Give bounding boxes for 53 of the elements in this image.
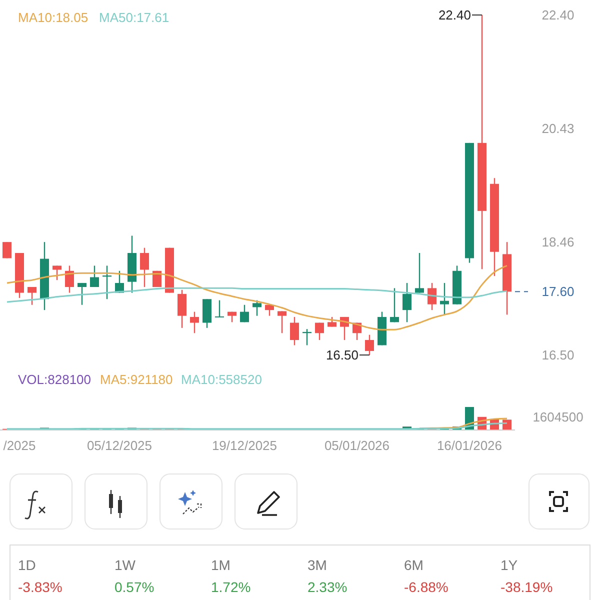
candlestick (190, 311, 199, 334)
category-label: 3M (308, 557, 327, 573)
candlestick (2, 241, 12, 259)
text: MA50:17.61 (99, 10, 170, 25)
category-label: 1W (114, 557, 136, 573)
candlestick (28, 286, 36, 306)
text: 0.57% (114, 579, 154, 595)
candlestick (52, 265, 62, 281)
category-label: 1M (211, 557, 230, 573)
category-label: 1D (18, 557, 36, 573)
candlestick (278, 310, 286, 334)
x-tick-label: 19/12/2025 (212, 438, 278, 453)
text: 1.72% (211, 579, 251, 595)
x-tick-label: /2025 (3, 438, 36, 453)
category-label: 1Y (500, 557, 518, 573)
candlestick (240, 304, 249, 323)
candlestick (202, 298, 212, 329)
text: -6.88% (404, 579, 448, 595)
candlestick (415, 252, 424, 294)
candlestick (90, 265, 99, 288)
x-tick-label: 05/12/2025 (86, 438, 152, 453)
text: VOL:828100 (18, 372, 92, 387)
y-tick-label: 18.46 (542, 234, 574, 250)
candlestick (140, 247, 149, 288)
candlestick (440, 282, 449, 316)
category-label: 6M (404, 557, 424, 573)
y-tick-label: 16.50 (542, 348, 574, 363)
text: MA10:18.05 (18, 10, 88, 25)
candlestick (390, 288, 399, 323)
candlestick (65, 265, 74, 294)
text: MA10:558520 (181, 372, 262, 387)
y-tick-label: 20.43 (542, 121, 574, 136)
candlestick (178, 289, 186, 329)
annotation: 16.50 (326, 348, 358, 363)
candlestick (328, 316, 336, 328)
candlestick (78, 282, 86, 306)
candlestick (402, 282, 412, 323)
text: 2.33% (308, 579, 348, 595)
x-tick-label: 16/01/2026 (436, 438, 502, 453)
candlestick (428, 282, 436, 311)
text: 1604500 (532, 410, 584, 425)
candlestick (290, 316, 299, 346)
y-tick-label: 22.40 (542, 8, 574, 23)
text: MA5:921180 (100, 372, 173, 387)
ref-line-label: 17.60 (542, 284, 574, 300)
candlestick (215, 300, 224, 318)
candlestick (252, 300, 262, 316)
text: -38.19% (500, 579, 553, 595)
candlestick (365, 334, 374, 356)
candlestick (315, 322, 324, 341)
text: -3.83% (18, 579, 62, 595)
annotation: 22.40 (438, 8, 471, 23)
x-tick-label: 05/01/2026 (324, 438, 390, 453)
